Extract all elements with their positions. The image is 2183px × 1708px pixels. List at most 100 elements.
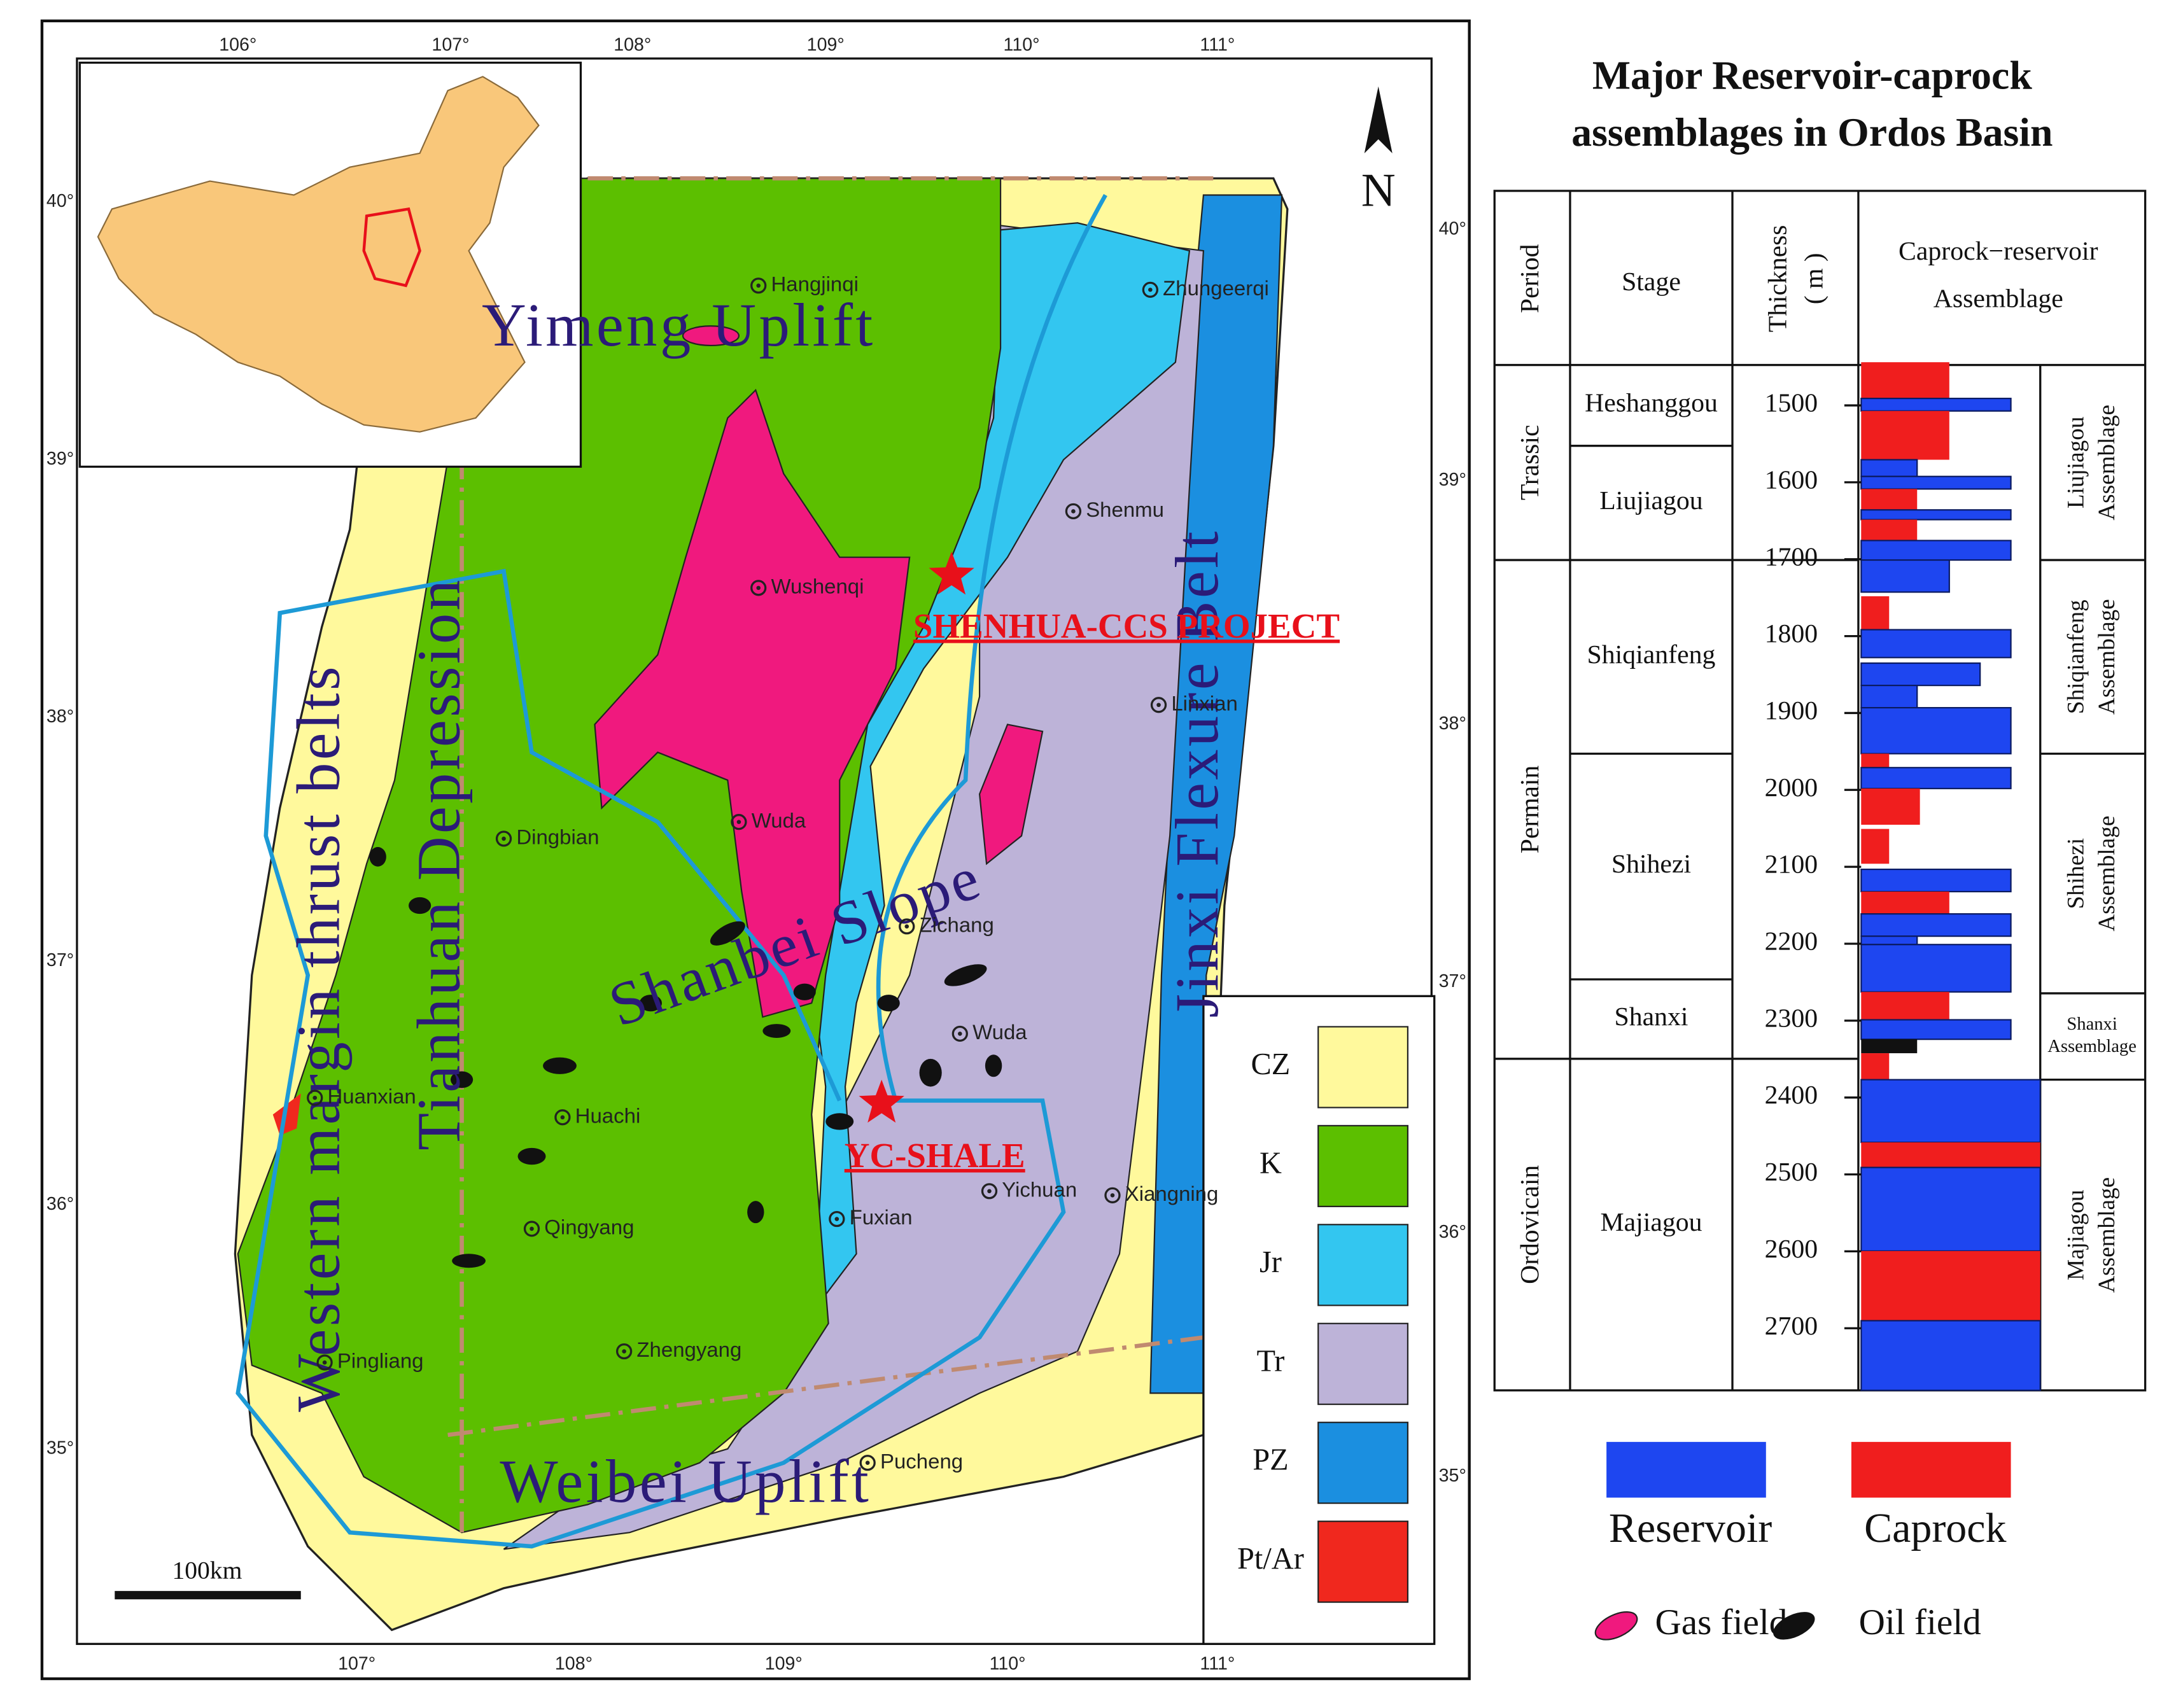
assemblage-label: Assemblage: [2094, 1177, 2120, 1293]
left-tick-label: 37°: [46, 950, 74, 970]
city-marker: [1156, 703, 1161, 708]
project-label: SHENHUA-CCS PROJECT: [913, 606, 1340, 645]
city-marker: [312, 1095, 318, 1100]
lithology-bar: [1861, 410, 1949, 460]
legend-swatch: [1317, 1124, 1409, 1207]
oil-field: [919, 1058, 942, 1087]
stage-label: Shiqianfeng: [1587, 640, 1716, 669]
thickness-label: 2200: [1765, 927, 1818, 956]
legend-label: K: [1260, 1147, 1282, 1180]
lithology-bar: [1860, 1079, 2041, 1144]
map-frame: [76, 57, 1433, 1645]
lithology-bar: [1860, 559, 1950, 593]
city-label: Dingbian: [516, 825, 599, 849]
lithology-bar: [1860, 398, 2012, 412]
lithology-bar: [1861, 362, 1949, 404]
left-tick-label: 36°: [46, 1194, 74, 1214]
column-legend-swatch: [1851, 1441, 2011, 1498]
city-marker: [622, 1349, 626, 1354]
oil-field: [409, 897, 432, 914]
city-label: Zhungeerqi: [1163, 276, 1269, 300]
column-title: assemblages in Ordos Basin: [1571, 109, 2053, 155]
assemblage-label: Shihezi: [2063, 838, 2089, 909]
legend-swatch: [1317, 1322, 1409, 1405]
thickness-label: 2400: [1765, 1081, 1818, 1110]
column-legend-label: Caprock: [1864, 1505, 2006, 1551]
city-label: Huanxian: [328, 1084, 416, 1108]
legend-label: Tr: [1256, 1344, 1284, 1378]
city-label: Pingliang: [337, 1349, 424, 1373]
header-thickness-unit: ( m ): [1799, 253, 1829, 304]
thickness-label: 1600: [1765, 466, 1818, 495]
oil-field: [747, 1201, 764, 1224]
city-label: Wuda: [752, 808, 806, 832]
oil-field: [543, 1057, 577, 1074]
city-marker: [1148, 288, 1153, 292]
city-label: Huachi: [575, 1103, 641, 1127]
china-map: [97, 76, 540, 433]
lithology-bar: [1860, 767, 2012, 790]
lithology-bar: [1860, 629, 2012, 659]
lithology-bar: [1860, 475, 2012, 490]
thickness-label: 2700: [1765, 1312, 1818, 1341]
north-arrow: [1364, 86, 1393, 153]
right-tick-label: 40°: [1439, 219, 1466, 239]
thickness-label: 2000: [1765, 773, 1818, 802]
legend-swatch: [1317, 1520, 1409, 1603]
city-marker: [750, 277, 767, 294]
left-tick-label: 35°: [46, 1438, 74, 1458]
right-tick-label: 36°: [1439, 1222, 1466, 1242]
city-marker: [756, 283, 761, 288]
lithology-bar: [1861, 892, 1949, 914]
left-tick-label: 38°: [46, 706, 74, 727]
oil-field: [452, 1254, 486, 1268]
legend-swatch: [1317, 1224, 1409, 1306]
city-label: Wushenqi: [771, 575, 864, 598]
bottom-tick-label: 109°: [765, 1654, 803, 1674]
city-marker: [865, 1460, 870, 1465]
thickness-label: 2500: [1765, 1158, 1818, 1187]
top-tick-label: 111°: [1200, 35, 1235, 55]
oil-field: [793, 983, 816, 1000]
city-label: Shenmu: [1086, 498, 1164, 521]
city-marker: [502, 836, 506, 841]
period-label: Trassic: [1515, 425, 1545, 501]
period-label: Permain: [1515, 765, 1545, 853]
top-tick-label: 106°: [219, 35, 256, 55]
lithology-bar: [1860, 1019, 2012, 1040]
city-marker: [1071, 509, 1076, 514]
legend-label: Jr: [1260, 1245, 1282, 1279]
city-marker: [307, 1089, 323, 1106]
table-frame: [1493, 190, 2147, 1392]
city-marker: [736, 820, 741, 824]
lithology-bar: [1861, 829, 1890, 864]
assemblage-label: Liujiagou: [2063, 416, 2089, 508]
column-legend-swatch: [1606, 1441, 1766, 1498]
thickness-label: 2300: [1765, 1004, 1818, 1033]
study-outline: [235, 193, 1107, 1549]
city-label: Qingyang: [544, 1215, 634, 1239]
lithology-bar: [1861, 1053, 1890, 1080]
region-label: Yimeng Uplift: [482, 291, 876, 359]
project-star: [859, 1079, 904, 1123]
city-label: Pucheng: [880, 1449, 963, 1473]
city-marker: [981, 1183, 998, 1200]
city-label: Xiangning: [1125, 1182, 1219, 1205]
city-marker: [987, 1189, 992, 1194]
bottom-tick-label: 111°: [1200, 1654, 1235, 1674]
lithology-bar: [1860, 913, 2012, 937]
assemblage-label: Assemblage: [2094, 405, 2120, 521]
lithology-bar: [1861, 596, 1890, 630]
lithology-bar: [1861, 991, 1949, 1020]
lithology-bar: [1860, 1320, 2041, 1391]
city-marker: [554, 1109, 571, 1126]
city-marker: [904, 924, 909, 929]
header-period: Period: [1515, 244, 1545, 313]
city-marker: [316, 1354, 333, 1371]
city-marker: [560, 1115, 565, 1120]
thickness-label: 1500: [1765, 389, 1818, 418]
region-label: Weibei Uplift: [500, 1447, 871, 1515]
oil-field: [944, 964, 987, 986]
pt-ar-area: [272, 1093, 301, 1136]
